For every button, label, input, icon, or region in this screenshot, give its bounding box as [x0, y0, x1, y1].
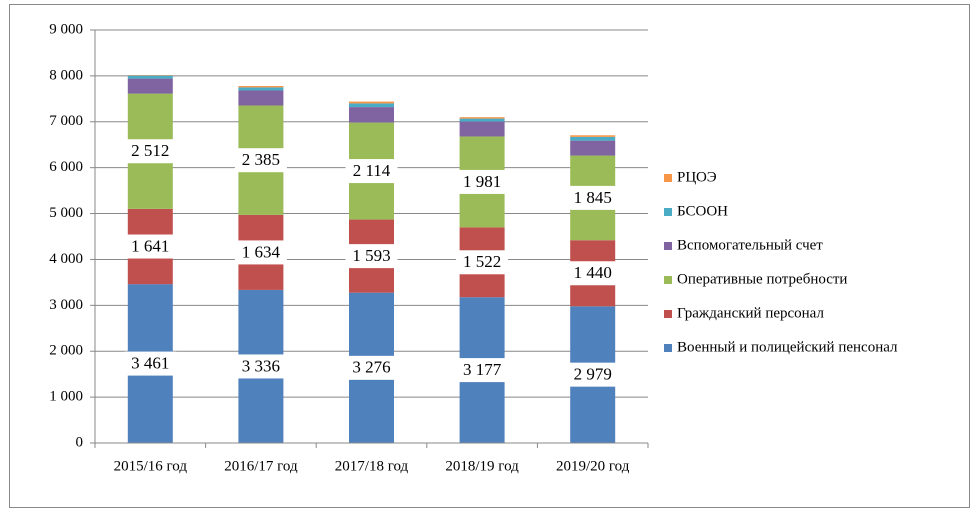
value-label-box	[345, 244, 398, 269]
y-tick-label: 8 000	[49, 67, 83, 83]
x-tick-label: 2017/18 год	[335, 458, 409, 474]
value-label: 1 593	[352, 246, 390, 265]
y-tick-label: 7 000	[49, 113, 83, 129]
legend-label: Гражданский персонал	[677, 305, 824, 321]
y-tick-label: 6 000	[49, 159, 83, 175]
value-label-box	[345, 355, 398, 380]
value-label: 2 979	[574, 365, 612, 384]
legend-swatch	[664, 310, 672, 318]
bar-segment	[570, 136, 616, 141]
value-label-box	[345, 159, 398, 184]
value-label: 3 336	[242, 356, 280, 375]
value-label: 1 981	[463, 172, 501, 191]
y-tick-label: 3 000	[49, 297, 83, 313]
value-label: 2 114	[353, 161, 391, 180]
legend-label: БСООН	[677, 203, 728, 219]
bar-segment	[570, 135, 616, 137]
value-label-box	[124, 234, 177, 259]
value-label: 1 440	[574, 263, 612, 282]
legend-swatch	[664, 174, 672, 182]
value-label-box	[456, 250, 509, 275]
bar-segment	[238, 90, 284, 106]
bar-segment	[349, 101, 394, 104]
bar-segment	[127, 75, 173, 79]
legend-swatch	[664, 242, 672, 250]
value-label-box	[566, 185, 619, 210]
legend-swatch	[664, 208, 672, 216]
legend-label: Военный и полицейский пенсонал	[677, 339, 898, 355]
value-label-box	[234, 240, 287, 265]
bar-segment	[570, 140, 616, 156]
legend-label: РЦОЭ	[677, 169, 717, 185]
bar-segment	[459, 118, 505, 122]
value-label: 3 461	[131, 353, 169, 372]
value-label: 3 177	[463, 360, 502, 379]
bar-segment	[459, 121, 505, 137]
value-label: 1 845	[574, 188, 612, 207]
value-label: 1 641	[131, 236, 169, 255]
value-label-box	[124, 139, 177, 164]
x-tick-label: 2018/19 год	[445, 458, 519, 474]
value-label-box	[566, 261, 619, 286]
bar-segment	[127, 78, 173, 94]
bar-segment	[238, 87, 284, 91]
value-label: 3 276	[352, 358, 390, 377]
value-label: 2 385	[242, 150, 280, 169]
y-tick-label: 5 000	[49, 205, 83, 221]
value-label: 2 512	[131, 141, 169, 160]
value-label-box	[456, 358, 509, 383]
legend-label: Оперативные потребности	[677, 271, 847, 287]
value-label: 1 634	[242, 242, 281, 261]
y-tick-label: 9 000	[49, 21, 83, 37]
y-tick-label: 2 000	[49, 343, 83, 359]
x-tick-label: 2019/20 год	[556, 458, 630, 474]
y-tick-label: 0	[76, 434, 84, 450]
value-label-box	[234, 148, 287, 173]
value-label: 1 522	[463, 252, 501, 271]
value-label-box	[456, 169, 509, 194]
bar-segment	[349, 107, 394, 123]
value-label-box	[566, 362, 619, 387]
x-tick-label: 2016/17 год	[224, 458, 298, 474]
value-label-box	[124, 351, 177, 376]
legend-swatch	[664, 276, 672, 284]
bar-segment	[459, 117, 505, 119]
bar-segment	[238, 85, 284, 88]
y-tick-label: 4 000	[49, 251, 83, 267]
bar-segment	[349, 103, 394, 108]
legend-swatch	[664, 344, 672, 352]
x-tick-label: 2015/16 год	[114, 458, 188, 474]
legend-label: Вспомогательный счет	[677, 237, 823, 253]
y-tick-label: 1 000	[49, 389, 83, 405]
value-label-box	[234, 354, 287, 379]
